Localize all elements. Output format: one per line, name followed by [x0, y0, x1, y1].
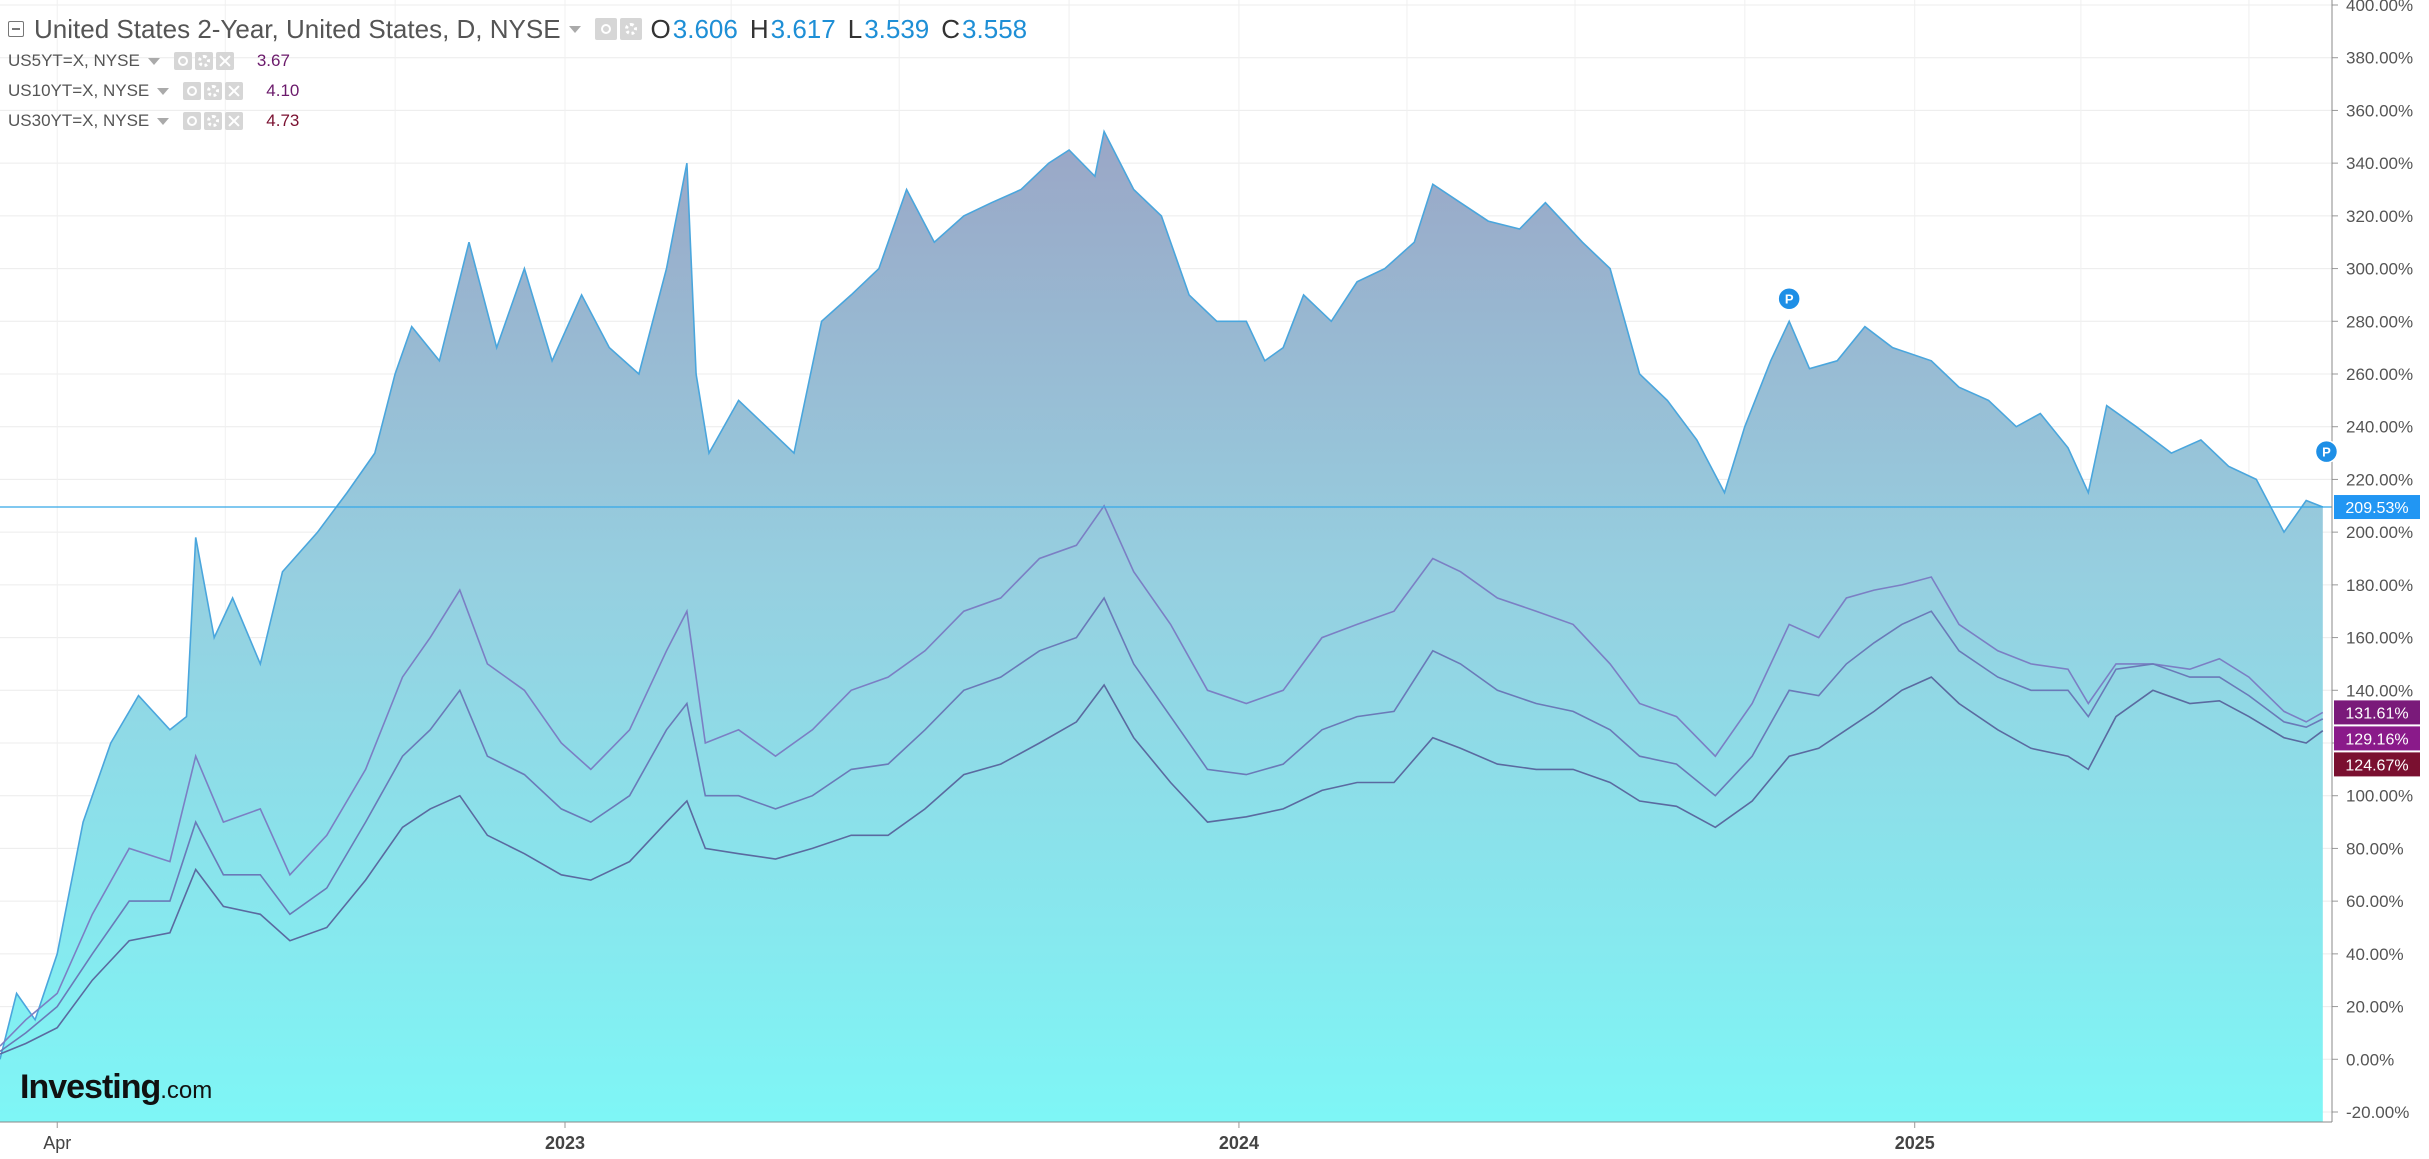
gear-icon[interactable] [204, 82, 223, 100]
ohlc-low-value: 3.539 [864, 13, 930, 44]
y-tick-label: 100.00% [2346, 787, 2413, 806]
series-area-us2y [0, 131, 2323, 1122]
comparison-row-us5y: US5YT=X, NYSE 3.67 [8, 49, 290, 73]
gear-icon[interactable] [619, 18, 642, 40]
event-marker-icon[interactable]: P [1777, 286, 1801, 311]
price-label: 209.53% [2345, 500, 2408, 517]
y-tick-label: 40.00% [2346, 945, 2404, 964]
close-icon[interactable] [225, 82, 244, 100]
comparison-value: 4.10 [266, 81, 300, 100]
eye-icon[interactable] [183, 112, 202, 130]
eye-icon[interactable] [594, 18, 617, 40]
price-label-bg [2334, 726, 2420, 751]
chevron-down-icon[interactable] [568, 25, 581, 33]
chevron-down-icon[interactable] [147, 57, 160, 65]
price-label: 124.67% [2345, 757, 2408, 774]
close-icon[interactable] [215, 52, 234, 70]
gear-icon[interactable] [194, 52, 213, 70]
ohlc-low-key: L [847, 13, 863, 44]
close-icon[interactable] [225, 112, 244, 130]
y-tick-label: 140.00% [2346, 681, 2413, 700]
ohlc-high-key: H [749, 13, 769, 44]
y-tick-label: 320.00% [2346, 207, 2413, 226]
y-tick-label: 380.00% [2346, 49, 2413, 68]
logo-suffix: .com [160, 1077, 213, 1104]
y-tick-label: 0.00% [2346, 1050, 2394, 1069]
ohlc-close-value: 3.558 [962, 13, 1028, 44]
y-tick-label: 300.00% [2346, 260, 2413, 279]
y-tick-label: 80.00% [2346, 839, 2404, 858]
price-label-bg [2334, 752, 2420, 777]
main-series-row: United States 2-Year, United States, D, … [8, 12, 1033, 46]
chart-legend: United States 2-Year, United States, D, … [0, 0, 1200, 140]
series-line-comparison-3[interactable] [0, 676, 2324, 1055]
y-tick-label: 60.00% [2346, 892, 2404, 911]
price-label: 129.16% [2345, 731, 2408, 748]
eye-icon[interactable] [183, 82, 202, 100]
comparison-row-us10y: US10YT=X, NYSE 4.10 [8, 79, 299, 103]
collapse-legend-icon[interactable] [8, 21, 24, 37]
y-tick-label: -20.00% [2346, 1103, 2409, 1122]
event-marker-label: P [2322, 445, 2331, 460]
price-label-bg [2334, 700, 2420, 725]
ohlc-open-value: 3.606 [672, 13, 738, 44]
comparison-value: 4.73 [266, 111, 300, 130]
price-label: 131.61% [2345, 705, 2408, 722]
chevron-down-icon[interactable] [157, 117, 170, 125]
y-tick-label: 280.00% [2346, 312, 2413, 331]
ohlc-open-key: O [650, 13, 671, 44]
chevron-down-icon[interactable] [157, 87, 170, 95]
comparison-label: US10YT=X, NYSE [8, 81, 150, 100]
y-tick-label: 240.00% [2346, 418, 2413, 437]
logo-name: Investing [20, 1068, 161, 1106]
gear-icon[interactable] [204, 112, 223, 130]
event-marker-icon[interactable]: P [2314, 439, 2339, 464]
series-line-comparison-1[interactable] [0, 504, 2324, 1047]
comparison-value: 3.67 [256, 51, 290, 70]
y-tick-label: 360.00% [2346, 101, 2413, 120]
x-tick-label: 2025 [1895, 1133, 1935, 1153]
event-marker-label: P [1785, 292, 1794, 307]
y-tick-label: 400.00% [2346, 0, 2413, 15]
eye-icon[interactable] [173, 52, 192, 70]
y-tick-label: 260.00% [2346, 365, 2413, 384]
price-label-bg [2334, 495, 2420, 520]
x-tick-label: 2024 [1219, 1133, 1259, 1153]
ohlc-high-value: 3.617 [770, 13, 836, 44]
y-tick-label: 160.00% [2346, 629, 2413, 648]
y-tick-label: 340.00% [2346, 154, 2413, 173]
y-tick-label: 180.00% [2346, 576, 2413, 595]
ohlc-close-key: C [941, 13, 961, 44]
comparison-label: US30YT=X, NYSE [8, 111, 150, 130]
y-tick-label: 20.00% [2346, 998, 2404, 1017]
comparison-label: US5YT=X, NYSE [8, 51, 140, 70]
x-tick-label: Apr [43, 1133, 71, 1153]
x-tick-label: 2023 [545, 1133, 585, 1153]
chart-title: United States 2-Year, United States, D, … [34, 13, 561, 44]
y-tick-label: 200.00% [2346, 523, 2413, 542]
series-line-us2y[interactable] [0, 129, 2324, 1060]
y-tick-label: 220.00% [2346, 470, 2413, 489]
investing-logo: Investing.com [20, 1068, 212, 1107]
comparison-row-us30y: US30YT=X, NYSE 4.73 [8, 109, 299, 133]
series-line-comparison-2[interactable] [0, 596, 2324, 1053]
